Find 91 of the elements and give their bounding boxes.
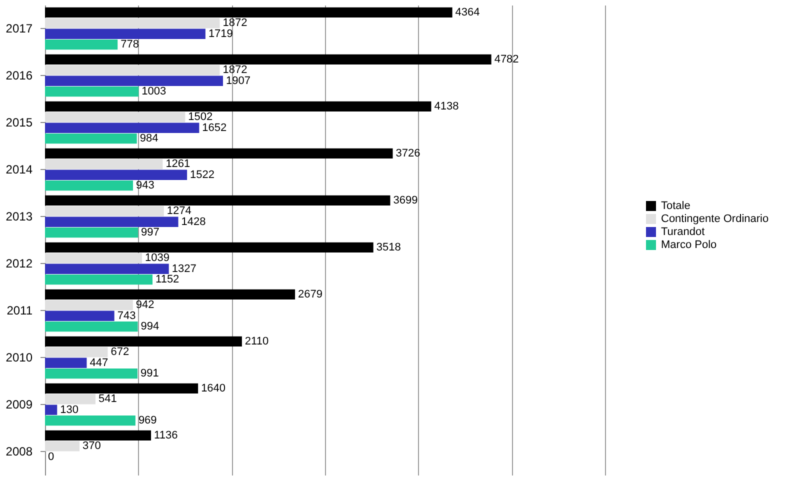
y-tick-label: 2014 bbox=[6, 162, 33, 176]
y-tick-label: 2013 bbox=[6, 210, 33, 224]
data-label: 1274 bbox=[166, 205, 192, 218]
data-label: 991 bbox=[140, 368, 159, 380]
data-label: 4138 bbox=[434, 100, 459, 112]
bar bbox=[45, 76, 223, 86]
data-label: 1872 bbox=[222, 64, 248, 76]
bar bbox=[45, 415, 136, 426]
data-label: 4782 bbox=[494, 53, 519, 66]
bar bbox=[45, 7, 452, 18]
bar bbox=[45, 54, 492, 65]
data-label: 1327 bbox=[172, 262, 196, 275]
bar bbox=[45, 39, 118, 50]
data-label: 2679 bbox=[298, 288, 323, 300]
bar bbox=[45, 86, 139, 97]
bar bbox=[45, 336, 242, 347]
y-tick-label: 2015 bbox=[6, 116, 33, 130]
bar bbox=[45, 253, 142, 264]
data-label: 1640 bbox=[201, 382, 226, 394]
data-label: 969 bbox=[138, 414, 157, 427]
y-tick-label: 2017 bbox=[6, 22, 33, 36]
legend-label: Contingente Ordinario bbox=[661, 213, 769, 225]
legend-label: Totale bbox=[661, 200, 690, 212]
data-label: 1502 bbox=[188, 111, 213, 124]
bar bbox=[45, 122, 200, 133]
data-label: 672 bbox=[110, 346, 130, 358]
data-label: 1872 bbox=[222, 17, 248, 30]
data-label: 1152 bbox=[156, 274, 180, 286]
bar bbox=[45, 216, 178, 227]
bar bbox=[45, 65, 220, 76]
legend-label: Marco Polo bbox=[661, 239, 717, 251]
bar bbox=[45, 368, 138, 379]
data-label: 370 bbox=[82, 440, 101, 452]
data-label: 3699 bbox=[393, 194, 418, 206]
bar bbox=[45, 441, 80, 452]
data-label: 984 bbox=[140, 132, 158, 145]
bar bbox=[45, 430, 152, 441]
bar bbox=[45, 274, 153, 285]
data-label: 1719 bbox=[208, 28, 233, 40]
data-label: 4364 bbox=[455, 6, 480, 18]
y-tick-label: 2008 bbox=[6, 444, 33, 458]
bar bbox=[45, 310, 114, 321]
bar bbox=[45, 170, 188, 180]
data-label: 0 bbox=[48, 450, 54, 463]
data-label: 1522 bbox=[190, 168, 215, 181]
legend-label: Turandot bbox=[661, 226, 705, 238]
bar bbox=[45, 112, 186, 122]
data-label: 1039 bbox=[144, 252, 170, 264]
data-label: 942 bbox=[136, 299, 154, 312]
bar bbox=[45, 159, 163, 170]
bar bbox=[45, 347, 108, 358]
data-label: 1428 bbox=[181, 216, 206, 228]
bar bbox=[45, 195, 390, 206]
y-tick-label: 2010 bbox=[6, 350, 33, 364]
data-label: 997 bbox=[141, 226, 160, 239]
bar bbox=[45, 206, 164, 216]
y-tick-label: 2009 bbox=[6, 398, 33, 412]
bar bbox=[45, 321, 138, 332]
data-label: 3726 bbox=[396, 147, 420, 160]
bar bbox=[45, 28, 206, 39]
y-tick-label: 2012 bbox=[6, 256, 33, 270]
data-label: 778 bbox=[120, 38, 139, 51]
data-label: 943 bbox=[136, 180, 154, 192]
data-label: 1907 bbox=[226, 74, 250, 87]
data-label: 1652 bbox=[202, 122, 227, 134]
bar bbox=[45, 289, 296, 300]
y-tick-label: 2011 bbox=[6, 304, 33, 318]
bar bbox=[45, 242, 374, 253]
bar bbox=[45, 227, 138, 238]
bar bbox=[45, 383, 198, 394]
y-tick-label: 2016 bbox=[6, 68, 33, 82]
data-label: 994 bbox=[140, 320, 160, 333]
data-label: 541 bbox=[98, 393, 117, 406]
bar bbox=[45, 394, 96, 404]
data-label: 1261 bbox=[166, 158, 190, 170]
data-label: 743 bbox=[117, 310, 136, 322]
bar bbox=[45, 180, 134, 191]
data-label: 130 bbox=[60, 404, 78, 416]
bar bbox=[45, 300, 133, 310]
bar bbox=[45, 18, 220, 28]
bar bbox=[45, 148, 393, 159]
bar bbox=[45, 101, 432, 112]
data-label: 1136 bbox=[154, 429, 178, 442]
bar bbox=[45, 133, 137, 144]
bar bbox=[45, 358, 87, 368]
bar bbox=[45, 264, 169, 274]
bar bbox=[45, 404, 58, 415]
data-label: 3518 bbox=[376, 241, 401, 254]
data-label: 1003 bbox=[142, 86, 166, 98]
data-label: 2110 bbox=[244, 335, 269, 348]
data-label: 447 bbox=[90, 356, 108, 369]
